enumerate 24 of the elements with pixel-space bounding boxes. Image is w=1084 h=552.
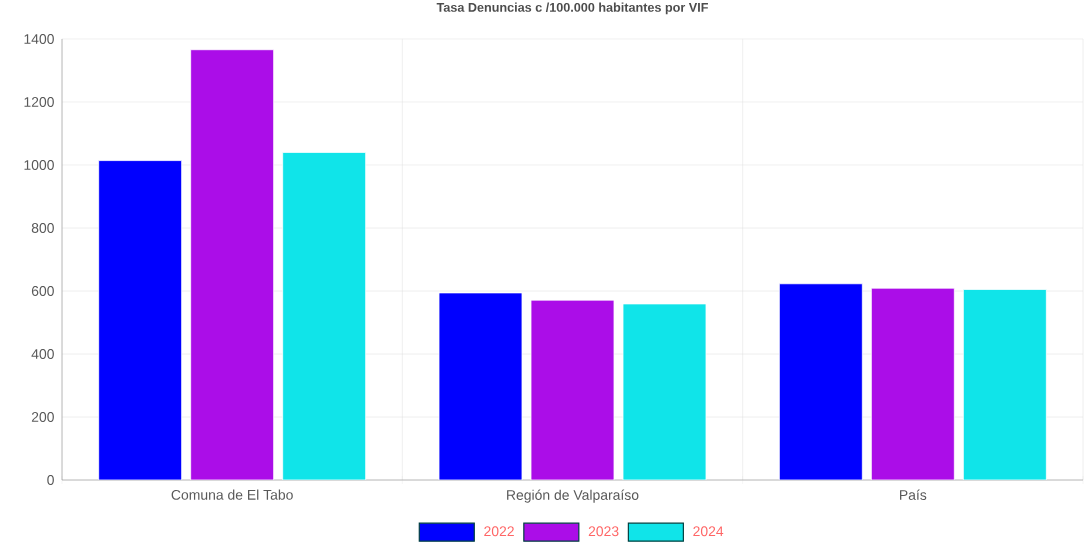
y-tick-label: 400 bbox=[31, 349, 54, 359]
x-tick-label: País bbox=[900, 489, 927, 500]
y-tick-label: 200 bbox=[31, 412, 54, 422]
bar bbox=[282, 152, 367, 480]
x-tick-label: Comuna de El Tabo bbox=[171, 489, 293, 500]
bar bbox=[962, 289, 1047, 480]
bar bbox=[530, 299, 615, 480]
bar bbox=[870, 287, 955, 480]
y-tick-label: 1200 bbox=[24, 97, 54, 107]
bar bbox=[622, 303, 707, 480]
x-tick-label: Región de Valparaíso bbox=[507, 489, 639, 503]
bar bbox=[190, 49, 275, 480]
legend-label: 2022 bbox=[484, 526, 514, 537]
legend-label: 2023 bbox=[588, 526, 619, 537]
y-tick-label: 600 bbox=[31, 286, 54, 296]
bar bbox=[98, 160, 183, 480]
y-tick-label: 1400 bbox=[24, 34, 54, 44]
legend-label: 2024 bbox=[693, 526, 724, 537]
bar bbox=[778, 283, 863, 480]
y-tick-label: 0 bbox=[47, 475, 54, 485]
y-tick-label: 800 bbox=[31, 223, 54, 233]
y-tick-label: 1000 bbox=[24, 160, 54, 170]
bar bbox=[438, 292, 523, 480]
chart-title: Tasa Denuncias c /100.000 habitantes por VIF bbox=[436, 2, 708, 15]
